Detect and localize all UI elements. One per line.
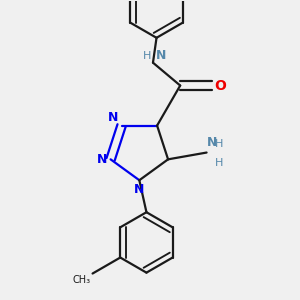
- Text: CH₃: CH₃: [73, 275, 91, 285]
- Text: N: N: [97, 153, 107, 166]
- Text: N: N: [134, 183, 145, 196]
- Text: H: H: [214, 139, 223, 149]
- Text: N: N: [108, 111, 118, 124]
- Text: H: H: [214, 158, 223, 168]
- Text: H: H: [143, 51, 151, 61]
- Text: O: O: [214, 79, 226, 92]
- Text: N: N: [207, 136, 218, 149]
- Text: N: N: [156, 49, 166, 62]
